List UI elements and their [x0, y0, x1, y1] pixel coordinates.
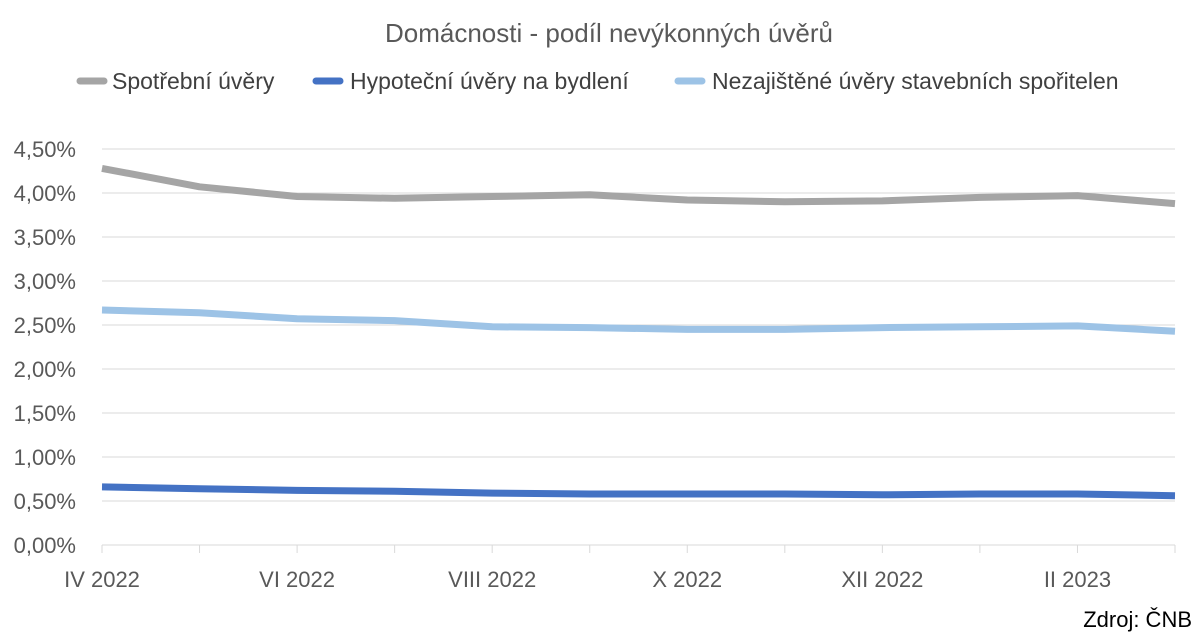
source-note: Zdroj: ČNB	[1083, 607, 1192, 632]
x-tick-label: VI 2022	[259, 567, 335, 592]
legend-label-unsecured: Nezajištěné úvěry stavebních spořitelen	[712, 68, 1119, 94]
series-layer	[101, 164, 1176, 500]
x-axis: IV 2022 VI 2022 VIII 2022 X 2022 XII 2022 II …	[64, 544, 1176, 592]
legend-label-consumer: Spotřební úvěry	[112, 68, 275, 94]
legend: Spotřební úvěry Hypoteční úvěry na bydle…	[76, 68, 1119, 94]
legend-label-mortgage: Hypoteční úvěry na bydlení	[350, 68, 629, 94]
legend-item-mortgage[interactable]: Hypoteční úvěry na bydlení	[312, 68, 629, 94]
y-tick-label: 4,00%	[14, 181, 76, 206]
chart-title: Domácnosti - podíl nevýkonných úvěrů	[385, 18, 833, 48]
x-tick-label: X 2022	[652, 567, 722, 592]
legend-item-consumer[interactable]: Spotřební úvěry	[76, 68, 275, 94]
y-tick-label: 2,00%	[14, 357, 76, 382]
series-line-2	[101, 306, 1176, 335]
y-tick-label: 3,50%	[14, 225, 76, 250]
y-tick-label: 1,00%	[14, 445, 76, 470]
y-tick-label: 0,00%	[14, 533, 76, 558]
y-tick-label: 1,50%	[14, 401, 76, 426]
y-tick-label: 0,50%	[14, 489, 76, 514]
x-tick-label: IV 2022	[64, 567, 140, 592]
y-tick-label: 4,50%	[14, 137, 76, 162]
y-axis: 0,00% 0,50% 1,00% 1,50% 2,00% 2,50% 3,00% 3,50%…	[14, 137, 76, 558]
x-tick-label: VIII 2022	[448, 567, 536, 592]
y-tick-label: 2,50%	[14, 313, 76, 338]
series-line-0	[101, 164, 1176, 208]
x-tick-label: XII 2022	[841, 567, 923, 592]
x-tick-label: II 2023	[1044, 567, 1111, 592]
y-tick-label: 3,00%	[14, 269, 76, 294]
series-line-1	[101, 483, 1176, 500]
legend-item-unsecured[interactable]: Nezajištěné úvěry stavebních spořitelen	[674, 68, 1119, 94]
